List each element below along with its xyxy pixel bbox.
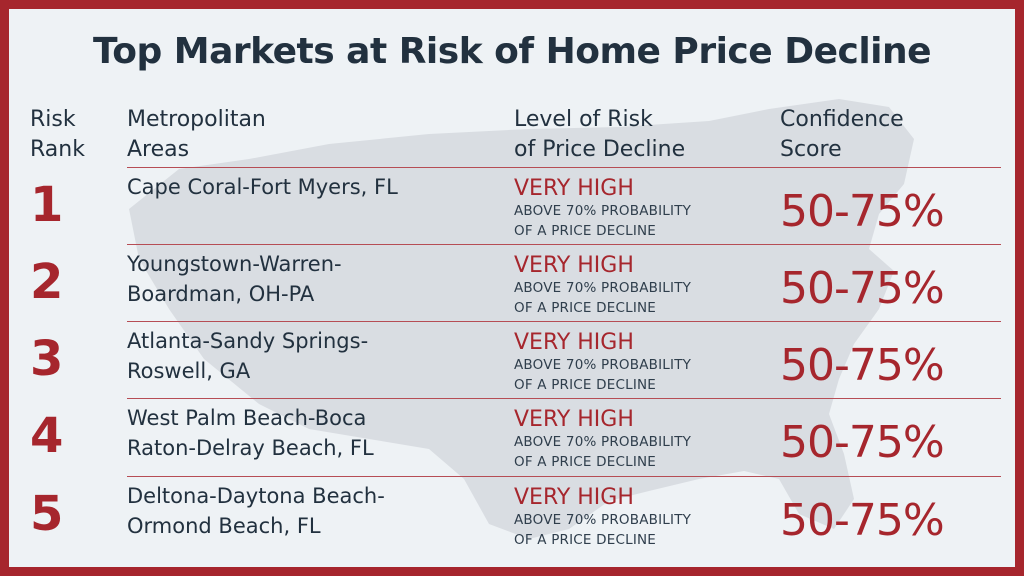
metro-area-line1: West Palm Beach-Boca xyxy=(127,406,367,430)
header-rank-line2: Rank xyxy=(30,137,85,162)
metro-area-line1: Cape Coral-Fort Myers, FL xyxy=(127,175,398,199)
risk-level-label: VERY HIGH xyxy=(514,407,634,432)
metro-area: West Palm Beach-Boca Raton-Delray Beach,… xyxy=(127,403,507,463)
metro-area: Youngstown-Warren- Boardman, OH-PA xyxy=(127,249,507,309)
risk-level-desc-line2: OF A PRICE DECLINE xyxy=(514,223,657,239)
confidence-score: 50-75% xyxy=(780,417,945,468)
risk-level: VERY HIGH ABOVE 70% PROBABILITY OF A PRI… xyxy=(514,486,774,550)
header-level-line1: Level of Risk xyxy=(514,107,653,132)
risk-level-label: VERY HIGH xyxy=(514,176,634,201)
header-confidence-score: Confidence Score xyxy=(780,105,1000,165)
risk-level: VERY HIGH ABOVE 70% PROBABILITY OF A PRI… xyxy=(514,331,774,395)
risk-level-label: VERY HIGH xyxy=(514,253,634,278)
us-map-silhouette-icon xyxy=(129,99,914,539)
rank-number: 4 xyxy=(30,408,64,464)
confidence-score: 50-75% xyxy=(780,263,945,314)
header-score-line1: Confidence xyxy=(780,107,904,132)
metro-area: Cape Coral-Fort Myers, FL xyxy=(127,172,507,202)
metro-area-line1: Youngstown-Warren- xyxy=(127,252,342,276)
header-metropolitan-areas: Metropolitan Areas xyxy=(127,105,487,165)
metro-area-line1: Atlanta-Sandy Springs- xyxy=(127,329,369,353)
metro-area-line2: Ormond Beach, FL xyxy=(127,514,321,538)
risk-level-label: VERY HIGH xyxy=(514,485,634,510)
rank-number: 5 xyxy=(30,486,64,542)
header-area-line1: Metropolitan xyxy=(127,107,266,132)
risk-level-label: VERY HIGH xyxy=(514,330,634,355)
header-level-line2: of Price Decline xyxy=(514,137,686,162)
risk-level-desc-line1: ABOVE 70% PROBABILITY xyxy=(514,512,692,528)
header-level-of-risk: Level of Risk of Price Decline xyxy=(514,105,774,165)
risk-level-desc-line2: OF A PRICE DECLINE xyxy=(514,300,657,316)
confidence-score: 50-75% xyxy=(780,495,945,546)
risk-level-desc-line1: ABOVE 70% PROBABILITY xyxy=(514,357,692,373)
table-row xyxy=(127,244,1001,322)
header-risk-rank: Risk Rank xyxy=(30,105,120,165)
metro-area-line2: Roswell, GA xyxy=(127,359,251,383)
risk-level-desc-line2: OF A PRICE DECLINE xyxy=(514,454,657,470)
risk-level-desc-line2: OF A PRICE DECLINE xyxy=(514,377,657,393)
confidence-score: 50-75% xyxy=(780,340,945,391)
risk-level: VERY HIGH ABOVE 70% PROBABILITY OF A PRI… xyxy=(514,177,774,241)
header-score-line2: Score xyxy=(780,137,842,162)
rank-number: 3 xyxy=(30,331,64,387)
confidence-score: 50-75% xyxy=(780,186,945,237)
risk-level-desc-line1: ABOVE 70% PROBABILITY xyxy=(514,280,692,296)
table-row xyxy=(127,398,1001,476)
table-row xyxy=(127,476,1001,554)
risk-level-desc-line1: ABOVE 70% PROBABILITY xyxy=(514,203,692,219)
metro-area-line2: Raton-Delray Beach, FL xyxy=(127,436,374,460)
metro-area: Deltona-Daytona Beach- Ormond Beach, FL xyxy=(127,481,507,541)
rank-number: 2 xyxy=(30,254,64,310)
table-row xyxy=(127,167,1001,245)
risk-level: VERY HIGH ABOVE 70% PROBABILITY OF A PRI… xyxy=(514,408,774,472)
header-area-line2: Areas xyxy=(127,137,190,162)
metro-area-line1: Deltona-Daytona Beach- xyxy=(127,484,385,508)
risk-level-desc-line1: ABOVE 70% PROBABILITY xyxy=(514,434,692,450)
risk-level: VERY HIGH ABOVE 70% PROBABILITY OF A PRI… xyxy=(514,254,774,318)
rank-number: 1 xyxy=(30,177,64,233)
metro-area-line2: Boardman, OH-PA xyxy=(127,282,315,306)
table-row xyxy=(127,321,1001,399)
page-title: Top Markets at Risk of Home Price Declin… xyxy=(92,31,932,72)
header-rank-line1: Risk xyxy=(30,107,76,132)
metro-area: Atlanta-Sandy Springs- Roswell, GA xyxy=(127,326,507,386)
risk-level-desc-line2: OF A PRICE DECLINE xyxy=(514,532,657,548)
